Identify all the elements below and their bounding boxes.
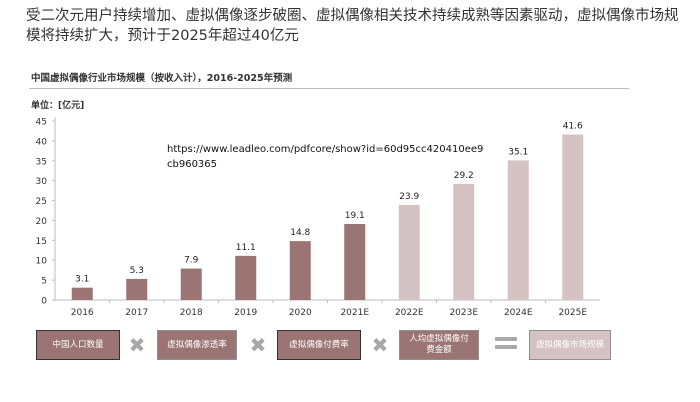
x-tick-label-2023E: 2023E	[449, 308, 478, 318]
data-label-2022E: 23.9	[399, 192, 419, 202]
formula-box-penetration-label: 虚拟偶像渗透率	[167, 339, 227, 350]
data-label-2020: 14.8	[290, 228, 310, 238]
y-tick-label: 0	[41, 297, 47, 307]
x-tick-label-2017: 2017	[125, 308, 148, 318]
formula-box-population-label: 中国人口数量	[52, 339, 104, 350]
y-tick-label: 25	[36, 197, 47, 207]
x-tick-label-2018: 2018	[180, 308, 203, 318]
data-label-2019: 11.1	[236, 243, 256, 253]
y-tick-label: 10	[36, 257, 48, 267]
bar-2025E	[562, 134, 584, 300]
chart-title: 中国虚拟偶像行业市场规模（按收入计），2016-2025年预测	[31, 73, 293, 84]
data-label-2017: 5.3	[130, 266, 144, 276]
data-label-2018: 7.9	[184, 256, 199, 266]
formula-box-pay-rate: 虚拟偶像付费率	[277, 330, 361, 360]
headline: 受二次元用户持续增加、虚拟偶像逐步破圈、虚拟偶像相关技术持续成熟等因素驱动，虚拟…	[26, 8, 679, 44]
bar-2019	[235, 255, 257, 300]
y-axis-unit-label: 单位：[亿元]	[31, 101, 85, 111]
data-label-2016: 3.1	[75, 275, 89, 285]
multiply-icon: ✖	[128, 333, 146, 357]
bar-2022E	[398, 204, 420, 300]
bar-2017	[126, 278, 148, 300]
data-label-2021E: 19.1	[345, 211, 365, 221]
x-tick-label-2025E: 2025E	[558, 308, 587, 318]
multiply-icon: ✖	[371, 333, 389, 357]
y-tick-label: 5	[41, 277, 47, 287]
x-tick-label-2021E: 2021E	[340, 308, 369, 318]
y-tick-label: 45	[36, 118, 47, 128]
y-tick-label: 15	[36, 237, 47, 247]
y-tick-label: 30	[36, 177, 48, 187]
bar-2024E	[507, 160, 529, 300]
formula-box-market-size-label: 虚拟偶像市场规模	[536, 339, 605, 350]
title-divider	[29, 88, 629, 89]
formula-box-market-size: 虚拟偶像市场规模	[529, 330, 611, 360]
y-tick-label: 35	[36, 157, 47, 167]
formula-box-per-capita-spend-label: 人均虚拟偶像付费金额	[409, 334, 469, 355]
equals-icon	[495, 337, 517, 353]
y-tick-label: 20	[36, 217, 48, 227]
x-tick-label-2024E: 2024E	[504, 308, 533, 318]
x-tick-label-2020: 2020	[289, 308, 312, 318]
y-tick-label: 40	[36, 137, 48, 147]
x-tick-label-2016: 2016	[71, 308, 94, 318]
bar-2021E	[344, 224, 366, 300]
formula-box-pay-rate-label: 虚拟偶像付费率	[289, 339, 349, 350]
formula-box-penetration: 虚拟偶像渗透率	[157, 330, 237, 360]
x-tick-label-2022E: 2022E	[395, 308, 424, 318]
data-label-2025E: 41.6	[563, 122, 583, 132]
bar-2020	[289, 241, 311, 300]
watermark-url: https://www.leadleo.com/pdfcore/show?id=…	[167, 144, 484, 170]
formula-box-population: 中国人口数量	[36, 330, 120, 360]
bar-2016	[71, 287, 93, 300]
x-tick-label-2019: 2019	[234, 308, 257, 318]
multiply-icon: ✖	[249, 333, 267, 357]
bar-2023E	[453, 183, 475, 300]
data-label-2023E: 29.2	[454, 171, 474, 181]
bar-2018	[180, 268, 202, 300]
formula-box-per-capita-spend: 人均虚拟偶像付费金额	[399, 330, 479, 360]
data-label-2024E: 35.1	[508, 147, 528, 157]
